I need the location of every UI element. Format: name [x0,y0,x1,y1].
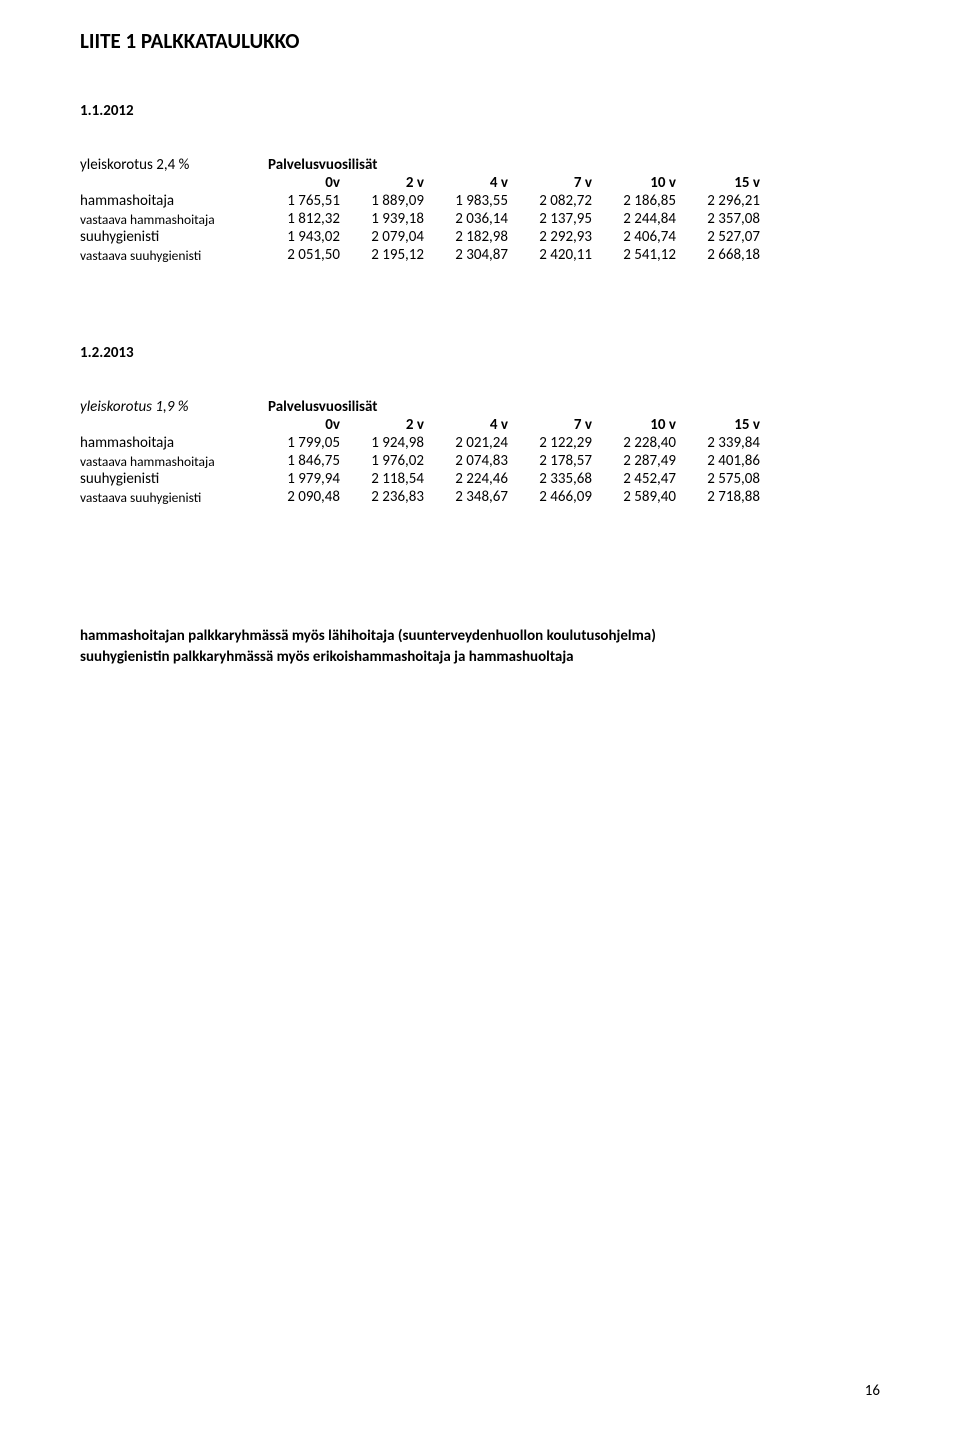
cell: 2 296,21 [688,192,772,210]
cell: 1 979,94 [268,470,352,488]
cell: 2 357,08 [688,210,772,228]
table-row: hammashoitaja 1 765,51 1 889,09 1 983,55… [80,192,772,210]
cell: 2 051,50 [268,246,352,264]
cell: 1 799,05 [268,434,352,452]
cell: 1 846,75 [268,452,352,470]
cell: 1 976,02 [352,452,436,470]
cell: 1 983,55 [436,192,520,210]
cell: 2 348,67 [436,488,520,506]
cell: 2 420,11 [520,246,604,264]
page-content: LIITE 1 PALKKATAULUKKO 1.1.2012 yleiskor… [0,0,960,668]
table-header-row: yleiskorotus 2,4 % Palvelusvuosilisät [80,156,772,174]
salary-table: yleiskorotus 2,4 % Palvelusvuosilisät 0v… [80,156,772,264]
cell: 1 939,18 [352,210,436,228]
col-header: 4 v [436,416,520,434]
col-header: 10 v [604,174,688,192]
cell: 2 668,18 [688,246,772,264]
cell: 2 122,29 [520,434,604,452]
cell: 1 924,98 [352,434,436,452]
cell: 2 527,07 [688,228,772,246]
col-header: 15 v [688,416,772,434]
cell: 2 074,83 [436,452,520,470]
table-row: suuhygienisti 1 943,02 2 079,04 2 182,98… [80,228,772,246]
cell: 1 943,02 [268,228,352,246]
section-date: 1.2.2013 [80,344,880,362]
col-header: 7 v [520,174,604,192]
col-header: 10 v [604,416,688,434]
cell: 2 718,88 [688,488,772,506]
raise-label: yleiskorotus 2,4 % [80,156,268,174]
cell: 2 575,08 [688,470,772,488]
footer-notes: hammashoitajan palkkaryhmässä myös lähih… [80,626,880,668]
table-column-row: 0v 2 v 4 v 7 v 10 v 15 v [80,174,772,192]
col-header: 7 v [520,416,604,434]
cell: 2 228,40 [604,434,688,452]
service-years-header: Palvelusvuosilisät [268,156,772,174]
row-label: vastaava hammashoitaja [80,210,268,228]
cell: 2 541,12 [604,246,688,264]
col-header: 2 v [352,416,436,434]
cell: 2 195,12 [352,246,436,264]
col-header: 2 v [352,174,436,192]
cell: 2 244,84 [604,210,688,228]
salary-section-2012: 1.1.2012 yleiskorotus 2,4 % Palvelusvuos… [80,102,880,264]
table-row: vastaava hammashoitaja 1 812,32 1 939,18… [80,210,772,228]
empty-cell [80,416,268,434]
row-label: hammashoitaja [80,434,268,452]
table-row: hammashoitaja 1 799,05 1 924,98 2 021,24… [80,434,772,452]
cell: 2 178,57 [520,452,604,470]
table-row: vastaava suuhygienisti 2 051,50 2 195,12… [80,246,772,264]
cell: 2 236,83 [352,488,436,506]
row-label: vastaava suuhygienisti [80,488,268,506]
cell: 2 082,72 [520,192,604,210]
col-header: 15 v [688,174,772,192]
cell: 2 589,40 [604,488,688,506]
cell: 2 182,98 [436,228,520,246]
row-label: suuhygienisti [80,470,268,488]
cell: 1 812,32 [268,210,352,228]
col-header: 4 v [436,174,520,192]
cell: 2 452,47 [604,470,688,488]
footer-line: suuhygienistin palkkaryhmässä myös eriko… [80,647,880,668]
cell: 1 765,51 [268,192,352,210]
cell: 2 406,74 [604,228,688,246]
cell: 2 292,93 [520,228,604,246]
table-column-row: 0v 2 v 4 v 7 v 10 v 15 v [80,416,772,434]
page-number: 16 [865,1382,880,1400]
empty-cell [80,174,268,192]
cell: 2 335,68 [520,470,604,488]
cell: 2 339,84 [688,434,772,452]
cell: 2 118,54 [352,470,436,488]
col-header: 0v [268,416,352,434]
table-row: suuhygienisti 1 979,94 2 118,54 2 224,46… [80,470,772,488]
col-header: 0v [268,174,352,192]
footer-line: hammashoitajan palkkaryhmässä myös lähih… [80,626,880,647]
row-label: vastaava suuhygienisti [80,246,268,264]
section-date: 1.1.2012 [80,102,880,120]
service-years-header: Palvelusvuosilisät [268,398,772,416]
cell: 2 079,04 [352,228,436,246]
cell: 1 889,09 [352,192,436,210]
salary-section-2013: 1.2.2013 yleiskorotus 1,9 % Palvelusvuos… [80,344,880,506]
row-label: vastaava hammashoitaja [80,452,268,470]
cell: 2 186,85 [604,192,688,210]
cell: 2 224,46 [436,470,520,488]
cell: 2 137,95 [520,210,604,228]
salary-table: yleiskorotus 1,9 % Palvelusvuosilisät 0v… [80,398,772,506]
main-title: LIITE 1 PALKKATAULUKKO [80,28,880,54]
table-row: vastaava hammashoitaja 1 846,75 1 976,02… [80,452,772,470]
row-label: suuhygienisti [80,228,268,246]
cell: 2 287,49 [604,452,688,470]
table-row: vastaava suuhygienisti 2 090,48 2 236,83… [80,488,772,506]
table-header-row: yleiskorotus 1,9 % Palvelusvuosilisät [80,398,772,416]
row-label: hammashoitaja [80,192,268,210]
cell: 2 036,14 [436,210,520,228]
cell: 2 021,24 [436,434,520,452]
raise-label: yleiskorotus 1,9 % [80,398,268,416]
cell: 2 090,48 [268,488,352,506]
cell: 2 304,87 [436,246,520,264]
cell: 2 466,09 [520,488,604,506]
cell: 2 401,86 [688,452,772,470]
